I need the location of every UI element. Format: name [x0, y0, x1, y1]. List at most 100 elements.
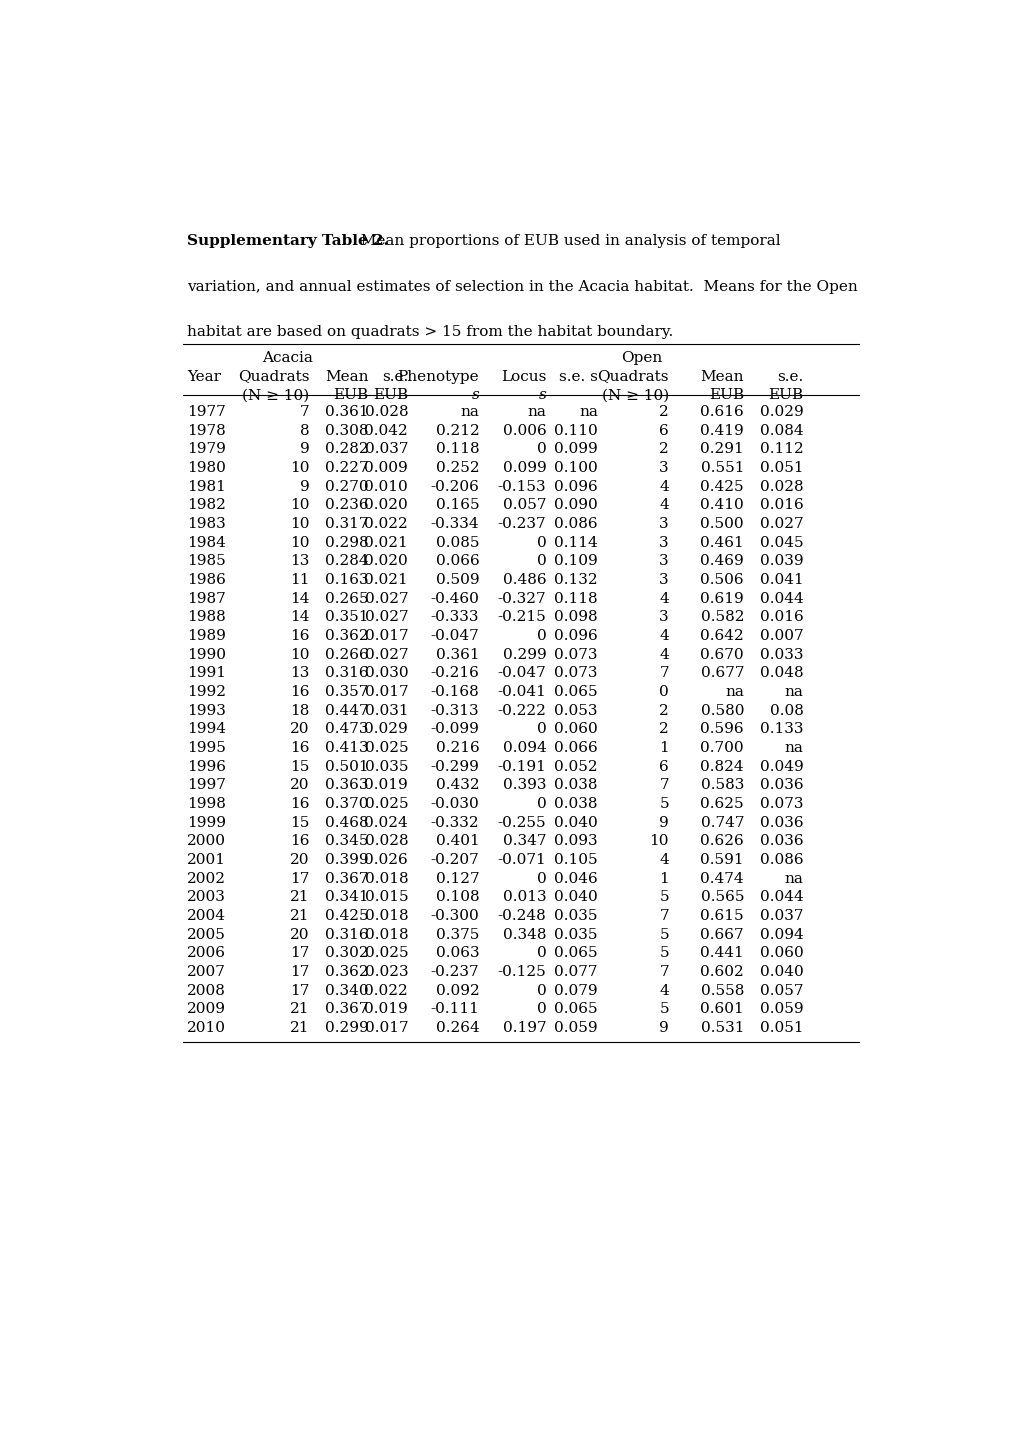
Text: 17: 17	[289, 872, 309, 886]
Text: 0.486: 0.486	[502, 573, 546, 587]
Text: 0.236: 0.236	[325, 498, 368, 512]
Text: 0.086: 0.086	[553, 517, 597, 531]
Text: -0.334: -0.334	[430, 517, 479, 531]
Text: 0.099: 0.099	[553, 443, 597, 456]
Text: 0.114: 0.114	[553, 535, 597, 550]
Text: 0.049: 0.049	[759, 759, 803, 773]
Text: 0: 0	[536, 535, 546, 550]
Text: 0: 0	[536, 797, 546, 811]
Text: 0.073: 0.073	[553, 667, 597, 681]
Text: 4: 4	[658, 629, 668, 644]
Text: 0.441: 0.441	[700, 947, 744, 961]
Text: 0.112: 0.112	[759, 443, 803, 456]
Text: 2003: 2003	[186, 890, 225, 905]
Text: (N ≥ 10): (N ≥ 10)	[242, 388, 309, 403]
Text: 0.036: 0.036	[759, 834, 803, 848]
Text: 0.099: 0.099	[502, 462, 546, 475]
Text: 0.367: 0.367	[325, 1003, 368, 1016]
Text: 20: 20	[289, 853, 309, 867]
Text: 0.022: 0.022	[364, 984, 408, 997]
Text: 0.747: 0.747	[700, 815, 744, 830]
Text: 0.197: 0.197	[502, 1022, 546, 1035]
Text: s.e.: s.e.	[776, 369, 803, 384]
Text: 0: 0	[658, 685, 668, 698]
Text: -0.041: -0.041	[497, 685, 546, 698]
Text: 0.100: 0.100	[553, 462, 597, 475]
Text: 0: 0	[536, 947, 546, 961]
Text: 0.025: 0.025	[364, 797, 408, 811]
Text: 0.059: 0.059	[759, 1003, 803, 1016]
Text: 7: 7	[300, 405, 309, 418]
Text: 0.060: 0.060	[759, 947, 803, 961]
Text: 2: 2	[658, 443, 668, 456]
Text: 0.026: 0.026	[364, 853, 408, 867]
Text: 5: 5	[658, 797, 668, 811]
Text: 0.033: 0.033	[759, 648, 803, 662]
Text: 0.08: 0.08	[768, 704, 803, 717]
Text: 0: 0	[536, 554, 546, 569]
Text: 0.227: 0.227	[325, 462, 368, 475]
Text: 2: 2	[658, 704, 668, 717]
Text: 20: 20	[289, 928, 309, 942]
Text: 0.017: 0.017	[364, 1022, 408, 1035]
Text: 0.027: 0.027	[759, 517, 803, 531]
Text: 1995: 1995	[186, 742, 225, 755]
Text: 0.038: 0.038	[553, 797, 597, 811]
Text: 2001: 2001	[186, 853, 225, 867]
Text: 0.469: 0.469	[700, 554, 744, 569]
Text: 1: 1	[658, 872, 668, 886]
Text: 1988: 1988	[186, 610, 225, 625]
Text: 0.051: 0.051	[759, 1022, 803, 1035]
Text: 1998: 1998	[186, 797, 225, 811]
Text: -0.300: -0.300	[430, 909, 479, 924]
Text: 18: 18	[289, 704, 309, 717]
Text: 1985: 1985	[186, 554, 225, 569]
Text: 17: 17	[289, 965, 309, 978]
Text: 0.048: 0.048	[759, 667, 803, 681]
Text: 0.284: 0.284	[325, 554, 368, 569]
Text: 6: 6	[658, 759, 668, 773]
Text: na: na	[527, 405, 546, 418]
Text: 0.667: 0.667	[700, 928, 744, 942]
Text: 0.077: 0.077	[553, 965, 597, 978]
Text: 0.401: 0.401	[435, 834, 479, 848]
Text: 10: 10	[649, 834, 668, 848]
Text: 15: 15	[289, 815, 309, 830]
Text: 16: 16	[289, 685, 309, 698]
Text: EUB: EUB	[373, 388, 408, 403]
Text: 4: 4	[658, 498, 668, 512]
Text: -0.216: -0.216	[430, 667, 479, 681]
Text: 9: 9	[300, 479, 309, 494]
Text: 0.473: 0.473	[325, 723, 368, 736]
Text: 0.093: 0.093	[553, 834, 597, 848]
Text: 0.127: 0.127	[435, 872, 479, 886]
Text: 5: 5	[658, 928, 668, 942]
Text: 0.270: 0.270	[325, 479, 368, 494]
Text: 0: 0	[536, 723, 546, 736]
Text: 0.044: 0.044	[759, 890, 803, 905]
Text: -0.206: -0.206	[430, 479, 479, 494]
Text: 0.118: 0.118	[553, 592, 597, 606]
Text: 0.316: 0.316	[325, 667, 368, 681]
Text: 0.017: 0.017	[364, 629, 408, 644]
Text: s: s	[471, 388, 479, 403]
Text: 10: 10	[289, 498, 309, 512]
Text: na: na	[784, 685, 803, 698]
Text: 0.531: 0.531	[700, 1022, 744, 1035]
Text: 7: 7	[658, 965, 668, 978]
Text: 3: 3	[658, 573, 668, 587]
Text: 0.084: 0.084	[759, 424, 803, 437]
Text: -0.215: -0.215	[497, 610, 546, 625]
Text: -0.071: -0.071	[497, 853, 546, 867]
Text: 0.027: 0.027	[364, 610, 408, 625]
Text: -0.099: -0.099	[430, 723, 479, 736]
Text: 0.035: 0.035	[364, 759, 408, 773]
Text: Phenotype: Phenotype	[397, 369, 479, 384]
Text: 0.110: 0.110	[553, 424, 597, 437]
Text: 2007: 2007	[186, 965, 225, 978]
Text: 0.410: 0.410	[700, 498, 744, 512]
Text: 0.375: 0.375	[435, 928, 479, 942]
Text: 0.351: 0.351	[325, 610, 368, 625]
Text: 0.361: 0.361	[325, 405, 368, 418]
Text: Mean proportions of EUB used in analysis of temporal: Mean proportions of EUB used in analysis…	[351, 234, 781, 248]
